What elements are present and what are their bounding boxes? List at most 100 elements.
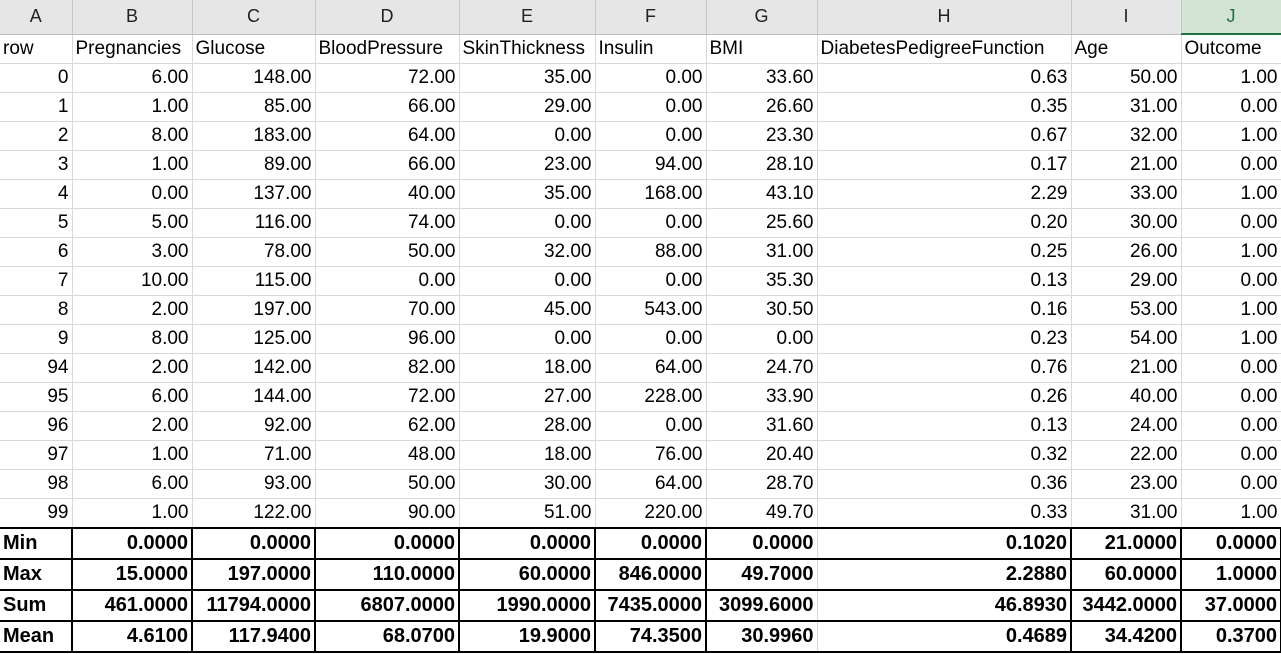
header-cell[interactable]: BMI — [706, 34, 818, 64]
data-cell[interactable]: 66.00 — [315, 150, 460, 180]
data-cell[interactable]: 1.00 — [1181, 498, 1281, 529]
data-cell[interactable]: 0.00 — [459, 266, 596, 296]
data-cell[interactable]: 0.23 — [817, 324, 1072, 354]
data-cell[interactable]: 125.00 — [192, 324, 316, 354]
stat-cell[interactable]: 0.0000 — [1181, 527, 1281, 560]
data-cell[interactable]: 0.00 — [595, 63, 707, 93]
header-cell[interactable]: Insulin — [595, 34, 707, 64]
header-cell[interactable]: BloodPressure — [315, 34, 460, 64]
data-cell[interactable]: 0.00 — [1181, 440, 1281, 470]
stat-cell[interactable]: 1.0000 — [1181, 559, 1281, 591]
data-cell[interactable]: 115.00 — [192, 266, 316, 296]
data-cell[interactable]: 25.60 — [706, 208, 818, 238]
header-cell[interactable]: Age — [1071, 34, 1182, 64]
data-cell[interactable]: 29.00 — [1071, 266, 1182, 296]
data-cell[interactable]: 98 — [0, 469, 73, 499]
data-cell[interactable]: 0.00 — [459, 324, 596, 354]
stat-cell[interactable]: 34.4200 — [1071, 621, 1182, 653]
data-cell[interactable]: 23.00 — [1071, 469, 1182, 499]
data-cell[interactable]: 74.00 — [315, 208, 460, 238]
data-cell[interactable]: 28.10 — [706, 150, 818, 180]
stat-cell[interactable]: 11794.0000 — [192, 590, 316, 622]
data-cell[interactable]: 24.70 — [706, 353, 818, 383]
data-cell[interactable]: 1.00 — [1181, 324, 1281, 354]
stat-cell[interactable]: 110.0000 — [315, 559, 460, 591]
stat-label[interactable]: Sum — [0, 590, 73, 622]
data-cell[interactable]: 0.63 — [817, 63, 1072, 93]
data-cell[interactable]: 0 — [0, 63, 73, 93]
stat-cell[interactable]: 74.3500 — [595, 621, 707, 653]
data-cell[interactable]: 54.00 — [1071, 324, 1182, 354]
header-cell[interactable]: SkinThickness — [459, 34, 596, 64]
data-cell[interactable]: 1.00 — [1181, 295, 1281, 325]
data-cell[interactable]: 0.00 — [595, 92, 707, 122]
stat-cell[interactable]: 60.0000 — [459, 559, 596, 591]
stat-cell[interactable]: 0.1020 — [817, 527, 1072, 560]
data-cell[interactable]: 1.00 — [72, 150, 193, 180]
stat-cell[interactable]: 117.9400 — [192, 621, 316, 653]
column-header-h[interactable]: H — [817, 0, 1072, 35]
data-cell[interactable]: 0.00 — [72, 179, 193, 209]
data-cell[interactable]: 90.00 — [315, 498, 460, 529]
data-cell[interactable]: 0.00 — [1181, 150, 1281, 180]
data-cell[interactable]: 4 — [0, 179, 73, 209]
data-cell[interactable]: 0.20 — [817, 208, 1072, 238]
data-cell[interactable]: 7 — [0, 266, 73, 296]
stat-cell[interactable]: 68.0700 — [315, 621, 460, 653]
data-cell[interactable]: 50.00 — [1071, 63, 1182, 93]
data-cell[interactable]: 66.00 — [315, 92, 460, 122]
stat-cell[interactable]: 2.2880 — [817, 559, 1072, 591]
stat-cell[interactable]: 461.0000 — [72, 590, 193, 622]
data-cell[interactable]: 6 — [0, 237, 73, 267]
stat-cell[interactable]: 46.8930 — [817, 590, 1072, 622]
header-cell[interactable]: Outcome — [1181, 34, 1281, 64]
data-cell[interactable]: 0.00 — [595, 266, 707, 296]
data-cell[interactable]: 48.00 — [315, 440, 460, 470]
data-cell[interactable]: 45.00 — [459, 295, 596, 325]
data-cell[interactable]: 23.30 — [706, 121, 818, 151]
data-cell[interactable]: 8 — [0, 295, 73, 325]
data-cell[interactable]: 33.00 — [1071, 179, 1182, 209]
data-cell[interactable]: 78.00 — [192, 237, 316, 267]
data-cell[interactable]: 0.00 — [1181, 411, 1281, 441]
data-cell[interactable]: 3.00 — [72, 237, 193, 267]
stat-label[interactable]: Max — [0, 559, 73, 591]
data-cell[interactable]: 3 — [0, 150, 73, 180]
data-cell[interactable]: 30.00 — [459, 469, 596, 499]
stat-cell[interactable]: 3442.0000 — [1071, 590, 1182, 622]
stat-cell[interactable]: 0.4689 — [817, 621, 1072, 653]
data-cell[interactable]: 30.00 — [1071, 208, 1182, 238]
data-cell[interactable]: 40.00 — [315, 179, 460, 209]
data-cell[interactable]: 5 — [0, 208, 73, 238]
column-header-b[interactable]: B — [72, 0, 193, 35]
data-cell[interactable]: 0.36 — [817, 469, 1072, 499]
data-cell[interactable]: 0.00 — [1181, 469, 1281, 499]
data-cell[interactable]: 0.17 — [817, 150, 1072, 180]
data-cell[interactable]: 0.00 — [1181, 353, 1281, 383]
data-cell[interactable]: 95 — [0, 382, 73, 412]
data-cell[interactable]: 0.00 — [706, 324, 818, 354]
column-header-a[interactable]: A — [0, 0, 73, 35]
data-cell[interactable]: 0.00 — [459, 208, 596, 238]
data-cell[interactable]: 1.00 — [1181, 179, 1281, 209]
data-cell[interactable]: 0.25 — [817, 237, 1072, 267]
stat-cell[interactable]: 846.0000 — [595, 559, 707, 591]
stat-cell[interactable]: 197.0000 — [192, 559, 316, 591]
data-cell[interactable]: 220.00 — [595, 498, 707, 529]
data-cell[interactable]: 1.00 — [1181, 63, 1281, 93]
data-cell[interactable]: 144.00 — [192, 382, 316, 412]
data-cell[interactable]: 62.00 — [315, 411, 460, 441]
data-cell[interactable]: 27.00 — [459, 382, 596, 412]
data-cell[interactable]: 94 — [0, 353, 73, 383]
data-cell[interactable]: 99 — [0, 498, 73, 529]
column-header-j[interactable]: J — [1181, 0, 1281, 35]
data-cell[interactable]: 89.00 — [192, 150, 316, 180]
data-cell[interactable]: 28.00 — [459, 411, 596, 441]
column-header-i[interactable]: I — [1071, 0, 1182, 35]
data-cell[interactable]: 30.50 — [706, 295, 818, 325]
data-cell[interactable]: 92.00 — [192, 411, 316, 441]
data-cell[interactable]: 50.00 — [315, 469, 460, 499]
data-cell[interactable]: 26.00 — [1071, 237, 1182, 267]
data-cell[interactable]: 31.00 — [1071, 92, 1182, 122]
column-header-f[interactable]: F — [595, 0, 707, 35]
